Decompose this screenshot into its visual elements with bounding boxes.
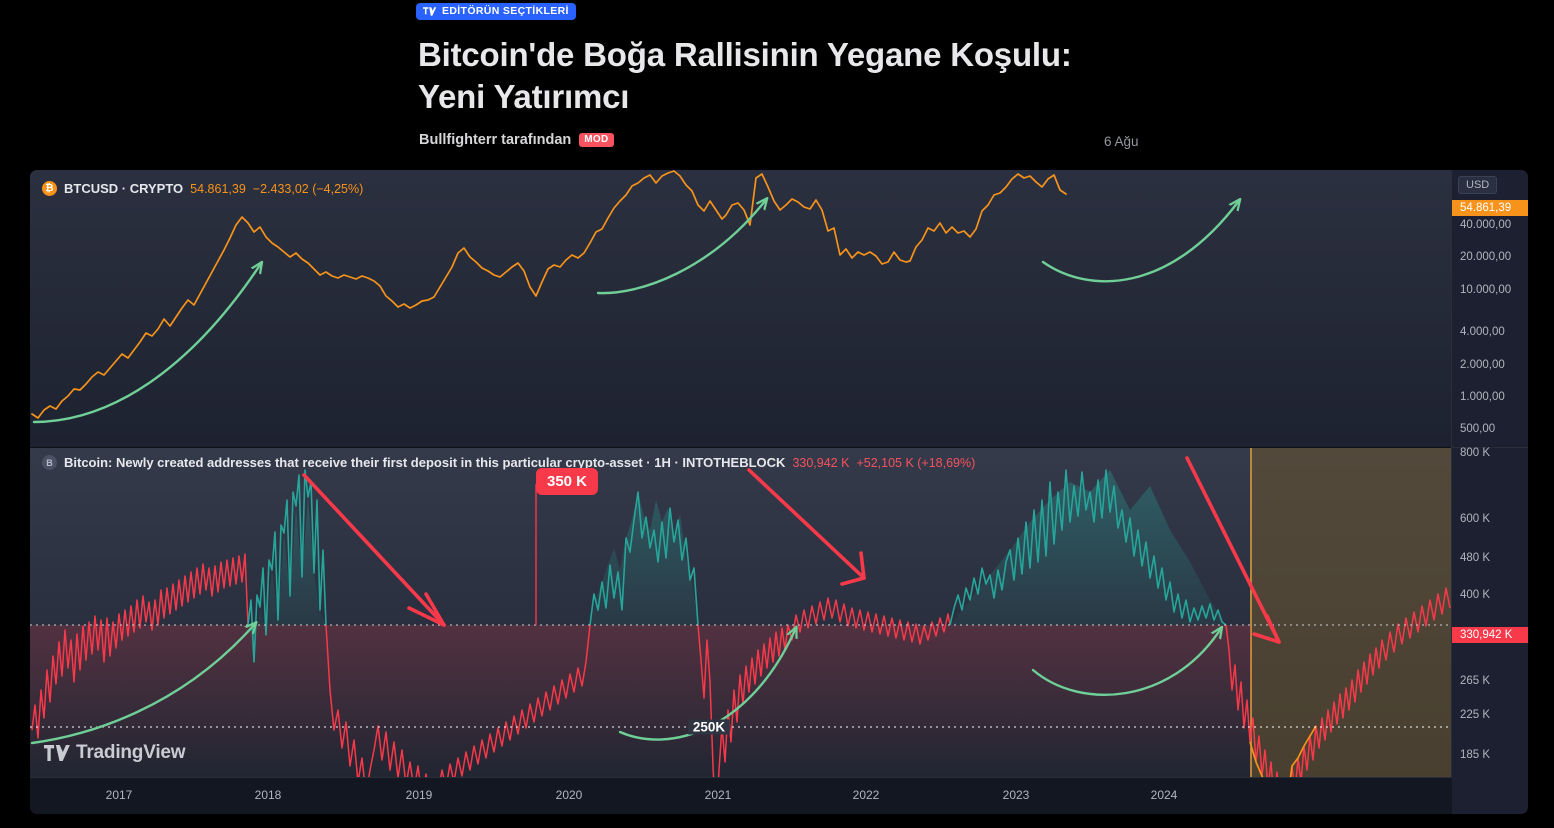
price-tick-20000: 20.000,00 xyxy=(1460,251,1512,263)
moderator-badge: MOD xyxy=(579,133,614,147)
bear-arrow-1 xyxy=(302,473,446,627)
publish-date: 6 Ağu xyxy=(1104,134,1139,149)
ind-arrow-1 xyxy=(30,625,254,745)
new-addresses-line xyxy=(31,553,249,739)
new-addresses-line-teal-1 xyxy=(247,469,327,663)
price-bull-arrows xyxy=(32,201,1238,424)
price-tick-40000: 40.000,00 xyxy=(1460,219,1512,231)
headline-line-1: Bitcoin'de Boğa Rallisinin Yegane Koşulu… xyxy=(418,36,1072,73)
watermark-label: TradingView xyxy=(76,742,186,763)
page-title: Bitcoin'de Boğa Rallisinin Yegane Koşulu… xyxy=(418,34,1318,117)
ind-arrow-3 xyxy=(1031,630,1220,696)
bear-arrow-1-head xyxy=(407,592,446,627)
indicator-bear-arrows xyxy=(302,456,1281,644)
tradingview-watermark: TradingView xyxy=(44,742,186,764)
bitcoin-icon: ₿ xyxy=(42,181,57,196)
byline: Bullfighterr tarafından MOD xyxy=(419,132,614,148)
intotheblock-icon: B xyxy=(42,455,57,470)
price-series-group xyxy=(31,170,1067,419)
time-tick-2024: 2024 xyxy=(1150,788,1178,802)
tradingview-logo-icon xyxy=(44,745,70,761)
ind-tick-225k: 225 K xyxy=(1460,709,1491,721)
price-change-value: −2.433,02 (−4,25%) xyxy=(252,181,364,196)
time-tick-2023: 2023 xyxy=(1002,788,1030,802)
annotation-level-250k: 250K xyxy=(687,719,731,735)
btc-price-line xyxy=(31,170,1067,419)
price-arrow-3 xyxy=(1041,202,1238,283)
time-tick-2021: 2021 xyxy=(704,788,732,802)
time-tick-2020: 2020 xyxy=(555,788,583,802)
pane-separator xyxy=(30,447,1452,448)
bear-arrow-2 xyxy=(747,468,866,580)
time-axis[interactable]: 2017 2018 2019 2020 2021 2022 2023 2024 xyxy=(30,777,1452,814)
indicator-series-group xyxy=(30,448,1452,778)
indicator-area-teal xyxy=(248,470,1226,662)
article-header: EDİTÖRÜN SEÇTİKLERİ Bitcoin'de Boğa Rall… xyxy=(0,0,1554,168)
new-addresses-line-teal-3 xyxy=(949,469,1227,626)
tradingview-chart[interactable]: ₿ BTCUSD · CRYPTO 54.861,39 −2.433,02 (−… xyxy=(30,170,1528,814)
new-addresses-line-3 xyxy=(697,597,951,778)
price-last-value: 54.861,39 xyxy=(190,181,246,196)
price-tick-1000: 1.000,00 xyxy=(1460,391,1505,403)
indicator-current-tag: 330,942 K xyxy=(1452,627,1528,643)
time-tick-2017: 2017 xyxy=(105,788,133,802)
price-pane-legend[interactable]: ₿ BTCUSD · CRYPTO 54.861,39 −2.433,02 (−… xyxy=(42,181,363,196)
new-addresses-line-2 xyxy=(325,624,591,778)
price-tick-10000: 10.000,00 xyxy=(1460,284,1512,296)
ind-tick-265k: 265 K xyxy=(1460,675,1491,687)
price-symbol-title: BTCUSD · CRYPTO xyxy=(64,181,184,196)
price-pane-background xyxy=(30,170,1452,448)
time-tick-2018: 2018 xyxy=(254,788,282,802)
new-addresses-line-4 xyxy=(1225,587,1451,778)
indicator-last-value: 330,942 K xyxy=(792,455,850,470)
annotation-bubble-350k: 350 K xyxy=(535,468,599,495)
bear-arrow-2-head xyxy=(840,551,866,586)
tradingview-logo-icon xyxy=(423,7,437,16)
indicator-title: Bitcoin: Newly created addresses that re… xyxy=(64,455,786,470)
bear-arrow-3-head xyxy=(1252,614,1281,644)
indicator-area-red xyxy=(30,625,1251,778)
chart-canvas xyxy=(30,170,1452,778)
author-name[interactable]: Bullfighterr tarafından xyxy=(419,132,572,148)
time-tick-2022: 2022 xyxy=(852,788,880,802)
ind-tick-480k: 480 K xyxy=(1460,552,1491,564)
price-tick-2000: 2.000,00 xyxy=(1460,359,1505,371)
price-arrow-1 xyxy=(32,265,260,424)
new-addresses-line-teal-2 xyxy=(589,491,699,626)
axis-divider xyxy=(1452,447,1528,448)
time-tick-2019: 2019 xyxy=(405,788,433,802)
indicator-pane-legend[interactable]: B Bitcoin: Newly created addresses that … xyxy=(42,455,975,470)
bear-arrow-3 xyxy=(1185,456,1281,644)
ind-tick-400k: 400 K xyxy=(1460,589,1491,601)
ind-tick-600k: 600 K xyxy=(1460,513,1491,525)
new-addresses-line-tip xyxy=(1249,725,1317,778)
indicator-change-value: +52,105 K (+18,69%) xyxy=(856,455,976,470)
price-tick-4000: 4.000,00 xyxy=(1460,326,1505,338)
editors-picks-badge[interactable]: EDİTÖRÜN SEÇTİKLERİ xyxy=(416,3,576,20)
price-current-tag: 54.861,39 xyxy=(1452,200,1528,216)
projection-zone xyxy=(1251,448,1452,778)
editors-picks-label: EDİTÖRÜN SEÇTİKLERİ xyxy=(442,5,569,18)
price-arrow-2 xyxy=(596,201,765,295)
price-axis[interactable]: USD 54.861,39 40.000,00 20.000,00 10.000… xyxy=(1451,170,1528,814)
ind-tick-185k: 185 K xyxy=(1460,749,1491,761)
headline-line-2: Yeni Yatırımcı xyxy=(418,77,630,115)
price-axis-unit: USD xyxy=(1458,176,1498,194)
ind-tick-800k: 800 K xyxy=(1460,447,1491,459)
price-tick-500: 500,00 xyxy=(1460,423,1496,435)
